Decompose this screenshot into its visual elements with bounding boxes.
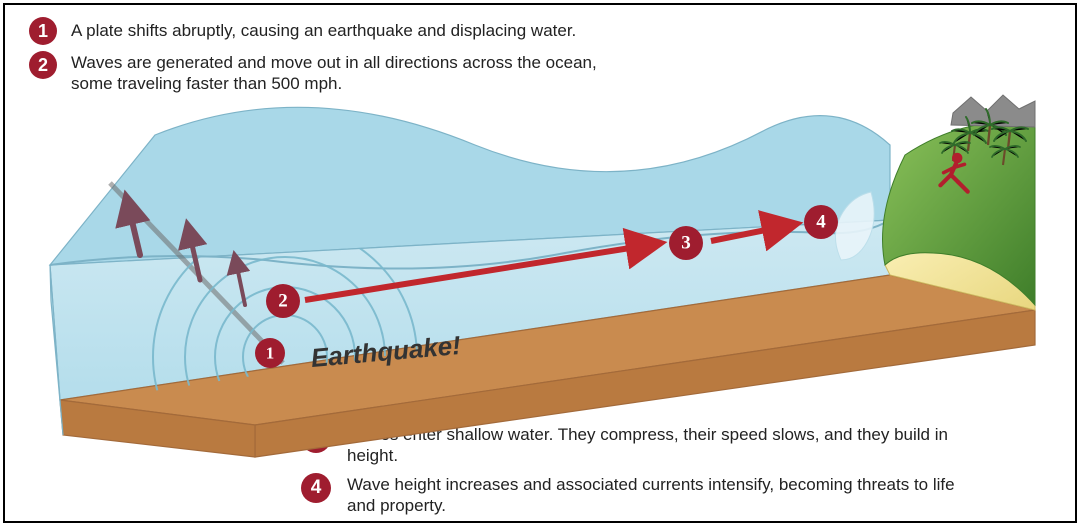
wave-shore-arrow: [711, 225, 791, 241]
shore-wave-splash: [835, 192, 874, 260]
palm-trees: [940, 109, 1028, 165]
diagram-frame: 1 A plate shifts abruptly, causing an ea…: [3, 3, 1077, 523]
seafloor-top: [60, 275, 1035, 425]
step-2-text: Waves are generated and move out in all …: [71, 52, 611, 95]
diagram-badge-2: 2: [266, 284, 300, 318]
ocean-backdrop: [50, 107, 890, 265]
slab-left-edge: [50, 265, 63, 435]
fault-uplift-arrows: [127, 200, 245, 305]
step-2: 2 Waves are generated and move out in al…: [29, 51, 611, 95]
diagram-badge-3: 3: [669, 226, 703, 260]
rocks: [951, 95, 1035, 127]
step-1: 1 A plate shifts abruptly, causing an ea…: [29, 17, 771, 45]
earthquake-label: Earthquake!: [310, 330, 462, 374]
step-3: 3 Waves enter shallow water. They compre…: [301, 423, 987, 467]
step-4: 4 Wave height increases and associated c…: [301, 473, 987, 517]
fault-line: [110, 183, 283, 363]
ocean-surface-line: [50, 220, 890, 269]
step-3-badge: 3: [301, 423, 331, 453]
step-4-text: Wave height increases and associated cur…: [347, 474, 987, 517]
step-1-text: A plate shifts abruptly, causing an eart…: [71, 20, 771, 41]
wave-travel-arrow: [305, 244, 655, 300]
svg-text:2: 2: [278, 291, 288, 312]
svg-text:3: 3: [681, 233, 691, 254]
ocean-front-face: [50, 220, 890, 400]
step-4-badge: 4: [301, 473, 331, 503]
diagram-badge-1: 1: [255, 338, 285, 368]
diagram-badge-4: 4: [804, 205, 838, 239]
seafloor-front: [60, 400, 255, 457]
land-hill: [883, 122, 1036, 305]
beach-sand: [885, 222, 1035, 310]
step-1-badge: 1: [29, 17, 57, 45]
step-2-badge: 2: [29, 51, 57, 79]
svg-text:4: 4: [816, 212, 826, 233]
step-3-text: Waves enter shallow water. They compress…: [347, 424, 987, 467]
svg-text:1: 1: [266, 344, 275, 363]
running-person-icon: [940, 153, 967, 191]
